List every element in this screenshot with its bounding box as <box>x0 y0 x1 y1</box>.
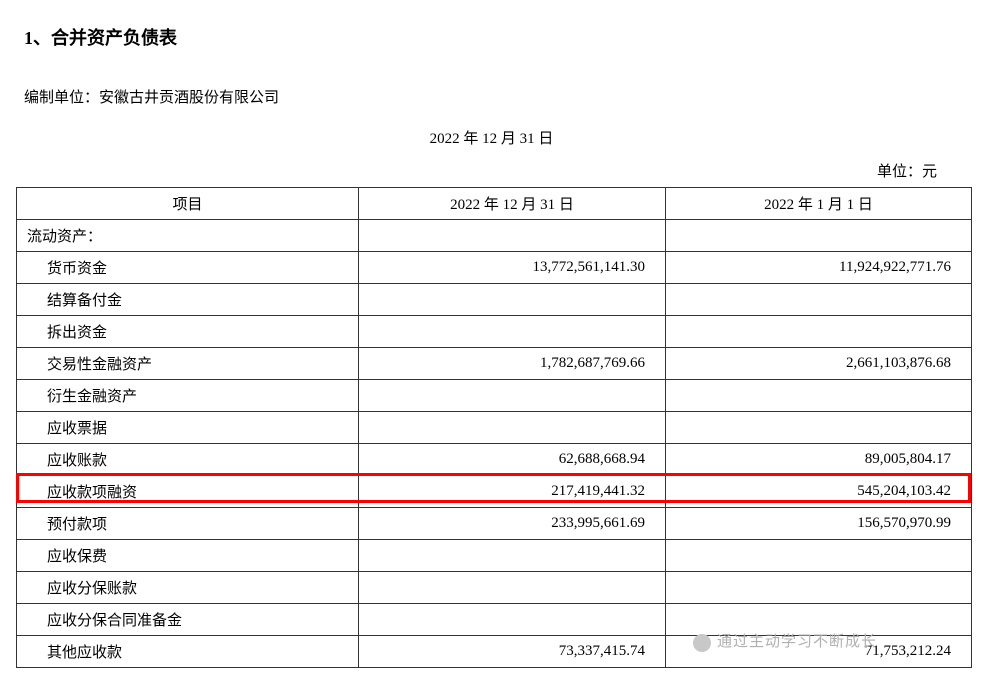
header-2022-end: 2022 年 12 月 31 日 <box>359 188 666 220</box>
row-value-2022-end <box>359 380 666 412</box>
prepared-by-line: 编制单位：安徽古井贡酒股份有限公司 <box>16 86 967 107</box>
row-value-2022-end: 217,419,441.32 <box>359 476 666 508</box>
header-item: 项目 <box>17 188 359 220</box>
row-value-2022-start: 2,661,103,876.68 <box>666 348 972 380</box>
row-item-label: 拆出资金 <box>17 316 359 348</box>
table-row: 货币资金13,772,561,141.3011,924,922,771.76 <box>17 252 972 284</box>
row-item-label: 应收分保合同准备金 <box>17 604 359 636</box>
row-item-label: 衍生金融资产 <box>17 380 359 412</box>
section-header-empty2 <box>666 220 972 252</box>
document-title: 1、合并资产负债表 <box>16 24 967 50</box>
table-wrapper: 项目 2022 年 12 月 31 日 2022 年 1 月 1 日 流动资产：… <box>16 187 967 668</box>
watermark-text: 通过主动学习不断成长 <box>717 634 877 650</box>
row-value-2022-end: 1,782,687,769.66 <box>359 348 666 380</box>
row-value-2022-start: 545,204,103.42 <box>666 476 972 508</box>
table-row: 应收账款62,688,668.9489,005,804.17 <box>17 444 972 476</box>
row-item-label: 应收保费 <box>17 540 359 572</box>
row-item-label: 结算备付金 <box>17 284 359 316</box>
row-item-label: 货币资金 <box>17 252 359 284</box>
row-value-2022-end: 62,688,668.94 <box>359 444 666 476</box>
table-row: 衍生金融资产 <box>17 380 972 412</box>
table-row: 拆出资金 <box>17 316 972 348</box>
row-item-label: 应收账款 <box>17 444 359 476</box>
table-row: 应收分保账款 <box>17 572 972 604</box>
table-row: 应收款项融资217,419,441.32545,204,103.42 <box>17 476 972 508</box>
row-value-2022-end <box>359 316 666 348</box>
row-value-2022-start <box>666 284 972 316</box>
prepared-by-value: 安徽古井贡酒股份有限公司 <box>99 90 279 106</box>
prepared-by-label: 编制单位： <box>24 90 99 106</box>
row-value-2022-end <box>359 284 666 316</box>
row-value-2022-end: 73,337,415.74 <box>359 636 666 668</box>
row-value-2022-end: 233,995,661.69 <box>359 508 666 540</box>
row-value-2022-start <box>666 380 972 412</box>
table-row: 应收保费 <box>17 540 972 572</box>
row-value-2022-start: 156,570,970.99 <box>666 508 972 540</box>
row-value-2022-end <box>359 604 666 636</box>
row-value-2022-start <box>666 540 972 572</box>
section-header-row: 流动资产： <box>17 220 972 252</box>
row-item-label: 交易性金融资产 <box>17 348 359 380</box>
row-value-2022-start: 89,005,804.17 <box>666 444 972 476</box>
table-row: 预付款项233,995,661.69156,570,970.99 <box>17 508 972 540</box>
row-value-2022-start <box>666 412 972 444</box>
row-value-2022-end <box>359 412 666 444</box>
wechat-icon <box>693 634 711 652</box>
section-header-empty1 <box>359 220 666 252</box>
row-item-label: 预付款项 <box>17 508 359 540</box>
header-2022-start: 2022 年 1 月 1 日 <box>666 188 972 220</box>
row-value-2022-start: 11,924,922,771.76 <box>666 252 972 284</box>
table-header-row: 项目 2022 年 12 月 31 日 2022 年 1 月 1 日 <box>17 188 972 220</box>
unit-label: 单位：元 <box>16 160 967 181</box>
row-item-label: 应收分保账款 <box>17 572 359 604</box>
row-item-label: 其他应收款 <box>17 636 359 668</box>
balance-sheet-table: 项目 2022 年 12 月 31 日 2022 年 1 月 1 日 流动资产：… <box>16 187 972 668</box>
as-of-date: 2022 年 12 月 31 日 <box>16 127 967 148</box>
watermark: 通过主动学习不断成长 <box>693 630 877 652</box>
row-value-2022-start <box>666 572 972 604</box>
row-value-2022-end <box>359 540 666 572</box>
table-row: 应收票据 <box>17 412 972 444</box>
row-value-2022-start <box>666 316 972 348</box>
row-item-label: 应收票据 <box>17 412 359 444</box>
row-value-2022-end <box>359 572 666 604</box>
row-item-label: 应收款项融资 <box>17 476 359 508</box>
row-value-2022-end: 13,772,561,141.30 <box>359 252 666 284</box>
table-row: 交易性金融资产1,782,687,769.662,661,103,876.68 <box>17 348 972 380</box>
table-row: 结算备付金 <box>17 284 972 316</box>
section-header-label: 流动资产： <box>17 220 359 252</box>
